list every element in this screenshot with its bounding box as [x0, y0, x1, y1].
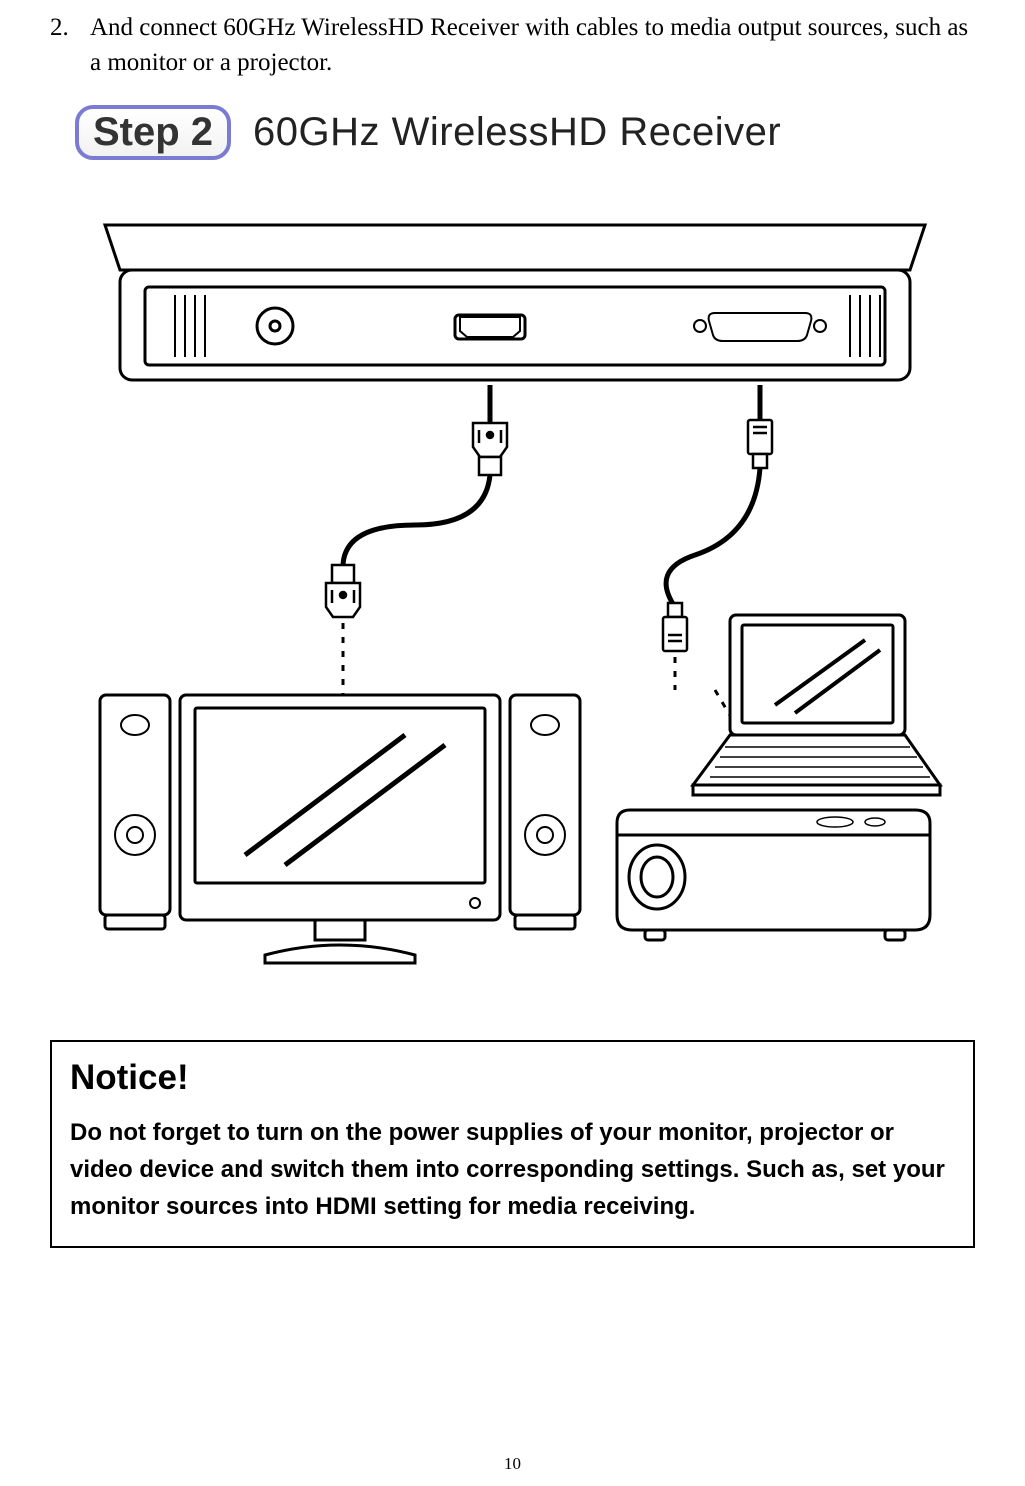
step-badge: Step 2 [75, 105, 231, 160]
diagram-title: 60GHz WirelessHD Receiver [253, 110, 781, 155]
page-number: 10 [504, 1454, 521, 1474]
diagram-container: Step 2 60GHz WirelessHD Receiver [75, 105, 950, 980]
notice-title: Notice! [70, 1058, 955, 1098]
diagram-header: Step 2 60GHz WirelessHD Receiver [75, 105, 950, 160]
connection-diagram [75, 195, 950, 975]
notice-box: Notice! Do not forget to turn on the pow… [50, 1040, 975, 1248]
instruction-list-item: 2. And connect 60GHz WirelessHD Receiver… [50, 10, 975, 80]
notice-body: Do not forget to turn on the power suppl… [70, 1114, 955, 1226]
list-text: And connect 60GHz WirelessHD Receiver wi… [90, 10, 975, 80]
list-number: 2. [50, 10, 78, 45]
